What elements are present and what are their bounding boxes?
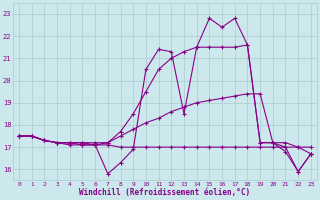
X-axis label: Windchill (Refroidissement éolien,°C): Windchill (Refroidissement éolien,°C) bbox=[79, 188, 251, 197]
